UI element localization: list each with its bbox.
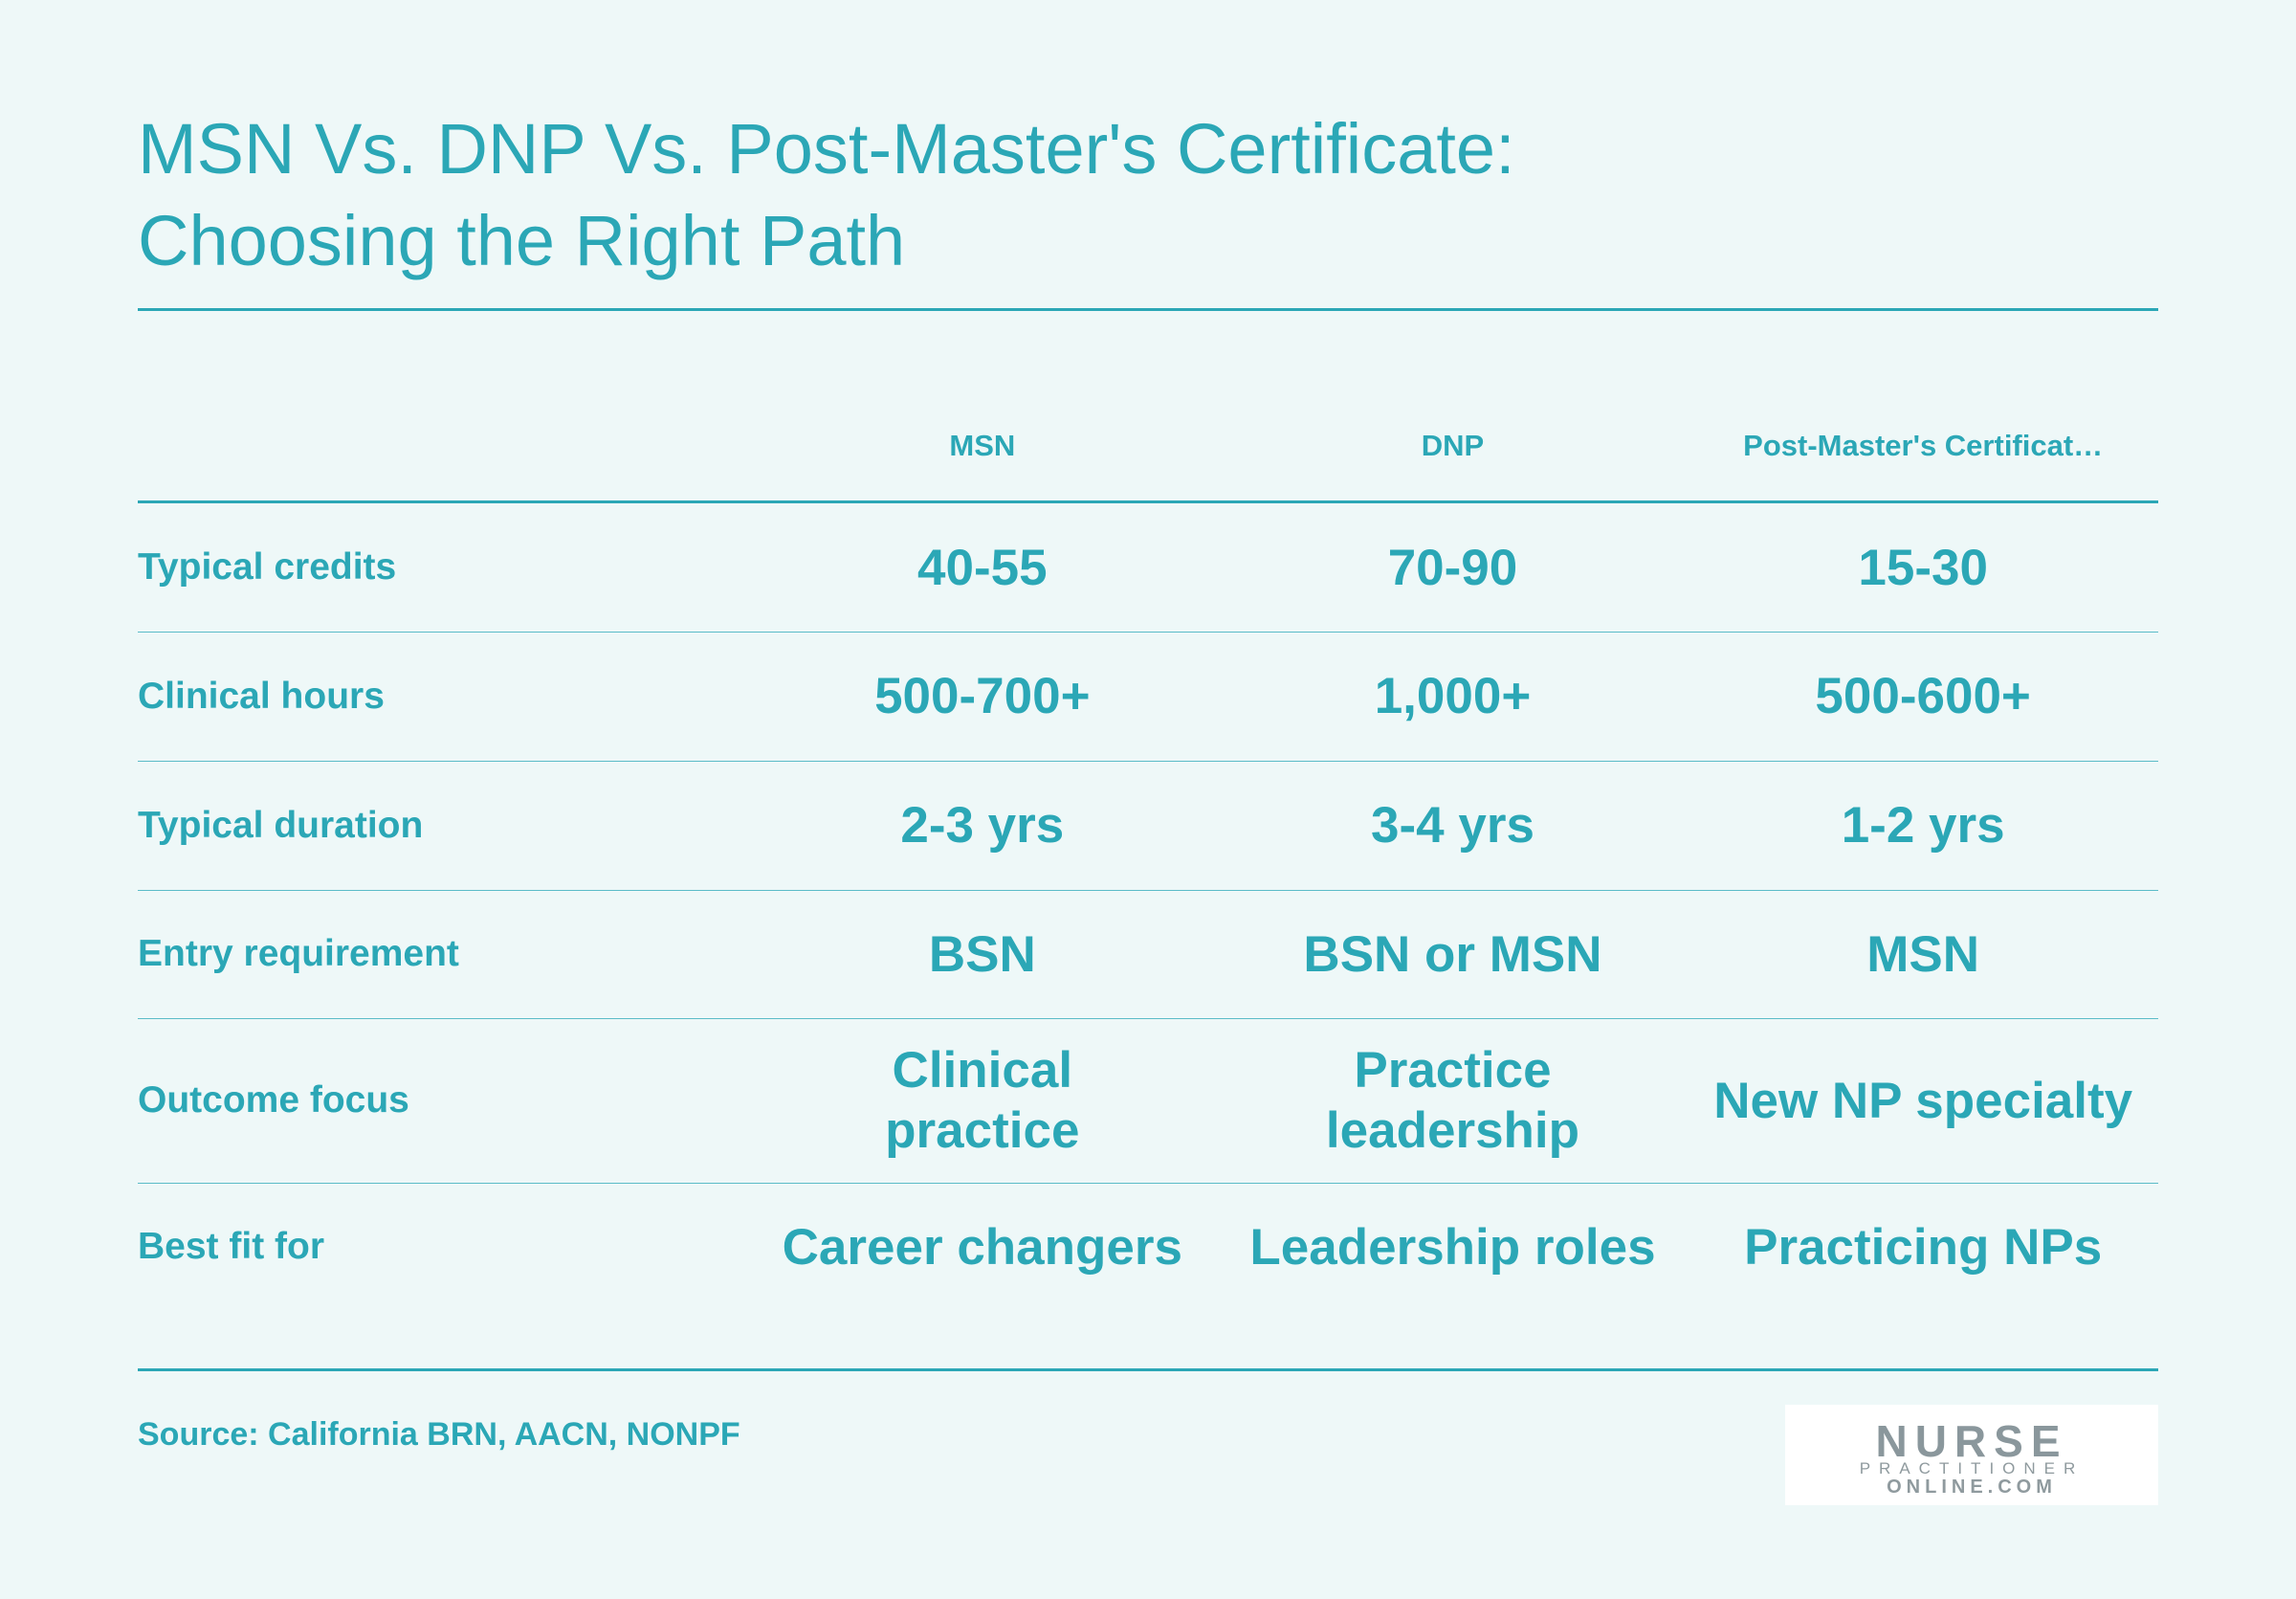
title: MSN Vs. DNP Vs. Post-Master's Certificat… [138,103,1515,287]
column-header: MSN [747,415,1218,476]
cell-text: BSN or MSN [1303,925,1602,983]
row-label: Best fit for [138,1226,324,1267]
table-cell: 1,000+ [1218,666,1689,726]
column-header-text: DNP [1421,428,1485,462]
row-separator [138,761,2158,762]
cell-text: Clinical practice [885,1042,1080,1159]
footer-rule [138,1368,2158,1371]
cell-text: Career changers [782,1218,1182,1276]
table-row: Clinical hours 500-700+ 1,000+ 500-600+ [138,632,2158,761]
cell-text: 3-4 yrs [1371,797,1534,854]
row-label: Typical credits [138,546,397,588]
cell-text: Practice leadership [1325,1042,1580,1159]
table-cell: Clinical practice [747,1040,1218,1161]
table-cell: 15-30 [1688,538,2158,598]
table-cell: 500-700+ [747,666,1218,726]
table-row: Outcome focus Clinical practice Practice l… [138,1018,2158,1183]
row-label: Typical duration [138,804,424,846]
row-label: Outcome focus [138,1079,409,1121]
table-cell: 70-90 [1218,538,1689,598]
table-row: Entry requirement BSN BSN or MSN MSN [138,890,2158,1018]
cell-text: 2-3 yrs [900,797,1065,854]
column-header-text: Post-Master's Certificat… [1743,428,2104,462]
table-row: Typical credits 40-55 70-90 15-30 [138,503,2158,632]
column-header: Post-Master's Certificat… [1688,415,2158,476]
table-row: Best fit for Career changers Leadership ro… [138,1183,2158,1311]
cell-text: MSN [1866,925,1980,983]
table-cell: 2-3 yrs [747,795,1218,855]
table-cell: 3-4 yrs [1218,795,1689,855]
cell-text: Leadership roles [1249,1218,1656,1276]
cell-text: New NP specialty [1713,1072,2133,1129]
row-label: Clinical hours [138,675,385,717]
table-cell: Practice leadership [1218,1040,1689,1161]
row-separator [138,1183,2158,1184]
title-rule [138,308,2158,311]
header-row: MSN DNP Post-Master's Certificat… [138,421,2158,469]
table-cell: Practicing NPs [1688,1217,2158,1277]
column-header-text: MSN [949,428,1016,462]
table-cell: BSN [747,924,1218,985]
row-label: Entry requirement [138,933,459,974]
table-row: Typical duration 2-3 yrs 3-4 yrs 1-2 yrs [138,761,2158,890]
table-cell: Leadership roles [1218,1217,1689,1277]
row-separator [138,890,2158,891]
table-cell: 40-55 [747,538,1218,598]
cell-text: 40-55 [917,539,1048,596]
row-separator [138,1018,2158,1019]
table-cell: 500-600+ [1688,666,2158,726]
cell-text: 500-600+ [1815,668,2031,724]
header-rule [138,500,2158,503]
cell-text: 1,000+ [1374,668,1532,724]
title-line: Choosing the Right Path [138,201,906,280]
cell-text: 1-2 yrs [1841,797,2005,854]
source: Source: California BRN, AACN, NONPF [138,1416,740,1453]
cell-text: Practicing NPs [1744,1218,2103,1276]
cell-text: 500-700+ [874,668,1091,724]
cell-text: 15-30 [1858,539,1988,596]
table-cell: 1-2 yrs [1688,795,2158,855]
title-line: MSN Vs. DNP Vs. Post-Master's Certificat… [138,109,1515,189]
cell-text: 70-90 [1387,539,1518,596]
cell-text: BSN [928,925,1036,983]
logo-text: PRACTITIONER [1859,1459,2085,1477]
table-cell: MSN [1688,924,2158,985]
table-cell: BSN or MSN [1218,924,1689,985]
logo-text: ONLINE.COM [1887,1477,2057,1498]
table-cell: New NP specialty [1688,1071,2158,1131]
row-separator [138,632,2158,633]
column-header: DNP [1218,415,1689,476]
table-cell: Career changers [747,1217,1218,1277]
logo: NURSE PRACTITIONER ONLINE.COM [1785,1405,2158,1505]
logo-text: NURSE [1875,1416,2068,1466]
